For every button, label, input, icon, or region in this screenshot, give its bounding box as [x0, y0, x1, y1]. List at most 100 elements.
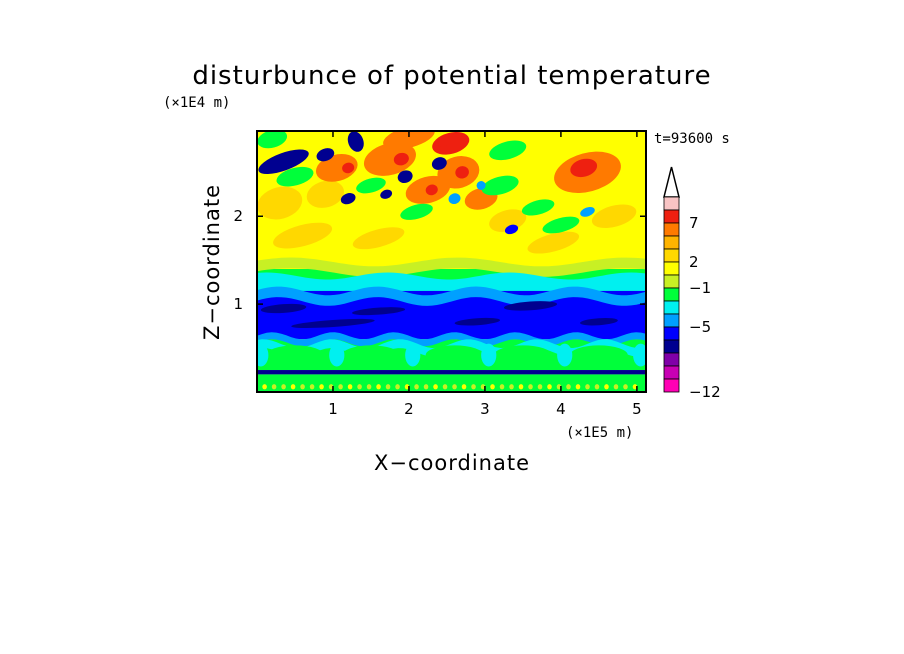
field-surface-fleck [585, 384, 590, 390]
colorbar-arrow [663, 166, 680, 198]
field-hot-cell [342, 162, 355, 174]
field-green-cell [481, 175, 519, 196]
y-tick-label: 2 [233, 207, 243, 225]
field-cold-streak [260, 303, 307, 314]
chart-title: disturbunce of potential temperature [192, 61, 711, 91]
field-surface-fleck [309, 384, 315, 390]
field-surface-layer [257, 370, 646, 375]
field-lower-cell [425, 345, 484, 365]
field-cold-cell [258, 149, 309, 175]
y-scale-label: (×1E4 m) [163, 95, 230, 111]
field-cold-streak [579, 317, 618, 326]
x-axis: 1 2 3 4 5 [328, 131, 642, 418]
field-surface-fleck [594, 384, 600, 390]
field-surface-fleck [461, 384, 467, 390]
field-lower-cell [494, 345, 552, 365]
field-lower-cell [266, 345, 324, 365]
field-surface-fleck [366, 384, 372, 390]
colorbar-swatch [663, 352, 680, 367]
field-surface-fleck [556, 384, 562, 390]
field-cold-cell [380, 189, 393, 199]
field-cold-cell [397, 170, 413, 184]
field-green-cell [489, 140, 527, 161]
field-hot-cell [393, 152, 409, 166]
field-lower-cyan-cell [329, 343, 345, 367]
colorbar: 7 2 −1 −5 −12 [663, 166, 721, 401]
colorbar-label: −1 [689, 279, 711, 297]
colorbar-swatch [663, 287, 680, 302]
field-surface-fleck [328, 384, 334, 390]
x-tick-label: 5 [632, 400, 642, 418]
colorbar-swatch [663, 365, 680, 380]
field-lower-cell [570, 345, 628, 365]
field-surface-fleck [357, 384, 362, 390]
field-surface-fleck [623, 384, 628, 390]
field-green-cell [257, 131, 288, 149]
field-warm-cell [352, 227, 405, 250]
field-surface-fleck [613, 384, 619, 390]
field-surface-fleck [518, 384, 524, 390]
field-hot-cell [425, 184, 438, 196]
field-surface-fleck [490, 384, 495, 390]
field-cold-cell [316, 148, 335, 162]
colorbar-swatch [663, 313, 680, 328]
field-hot-cell [455, 166, 469, 179]
field-cold-cell [504, 224, 519, 235]
contour-field [257, 131, 646, 392]
colorbar-swatch [663, 339, 680, 354]
field-green-cell [276, 166, 314, 187]
field-surface-fleck [414, 384, 419, 390]
field-cold-cell [347, 131, 364, 152]
field-surface-fleck [271, 384, 277, 390]
field-surface-fleck [433, 384, 438, 390]
time-label: t=93600 s [654, 131, 730, 147]
colorbar-swatch [663, 326, 680, 341]
field-lower-cyan-cell [257, 343, 269, 367]
field-hot-cell [570, 158, 598, 178]
colorbar-swatch [663, 209, 680, 224]
field-surface-fleck [632, 384, 638, 390]
field-wave-lightblue [257, 286, 646, 306]
field-surface-fleck [509, 384, 514, 390]
field-surface-fleck [566, 384, 571, 390]
x-tick-label: 1 [328, 400, 338, 418]
x-tick-label: 2 [404, 400, 414, 418]
y-axis-label: Z−coordinate [200, 184, 224, 340]
field-warm-cell [363, 142, 416, 176]
field-cold-cell [431, 157, 447, 170]
field-surface-fleck [528, 384, 533, 390]
field-lower-cyan-cell [557, 343, 573, 367]
field-cold-streak [454, 317, 501, 326]
field-cold-cell [580, 206, 595, 217]
field-warm-cell [527, 231, 580, 254]
x-axis-label: X−coordinate [374, 451, 530, 475]
field-lower-cyan-cell [405, 343, 421, 367]
field-surface-fleck [300, 384, 305, 390]
field-surface-fleck [575, 384, 581, 390]
plot-frame [256, 130, 647, 393]
colorbar-label: −5 [689, 318, 711, 336]
x-scale-label: (×1E5 m) [566, 425, 633, 441]
field-surface-fleck [281, 384, 286, 390]
field-surface-fleck [423, 384, 429, 390]
field-surface-fleck [385, 384, 391, 390]
field-lower-cyan-cell [633, 343, 646, 367]
field-surface-fleck [319, 384, 324, 390]
colorbar-swatch [663, 300, 680, 315]
field-cold-streak [503, 301, 558, 311]
x-tick-label: 4 [556, 400, 566, 418]
field-cold-cell [476, 181, 486, 190]
field-surface-fleck [347, 384, 353, 390]
field-bottom-green [257, 374, 646, 392]
field-cold-streak [291, 318, 375, 329]
field-surface-fleck [395, 384, 400, 390]
field-surface-fleck [290, 384, 296, 390]
field-green-cell [521, 199, 555, 216]
field-lower-cell [342, 345, 400, 365]
field-warm-cell [315, 154, 358, 182]
field-surface-fleck [452, 384, 457, 390]
field-surface-fleck [404, 384, 410, 390]
colorbar-swatch [663, 196, 680, 211]
colorbar-swatch [663, 248, 680, 263]
